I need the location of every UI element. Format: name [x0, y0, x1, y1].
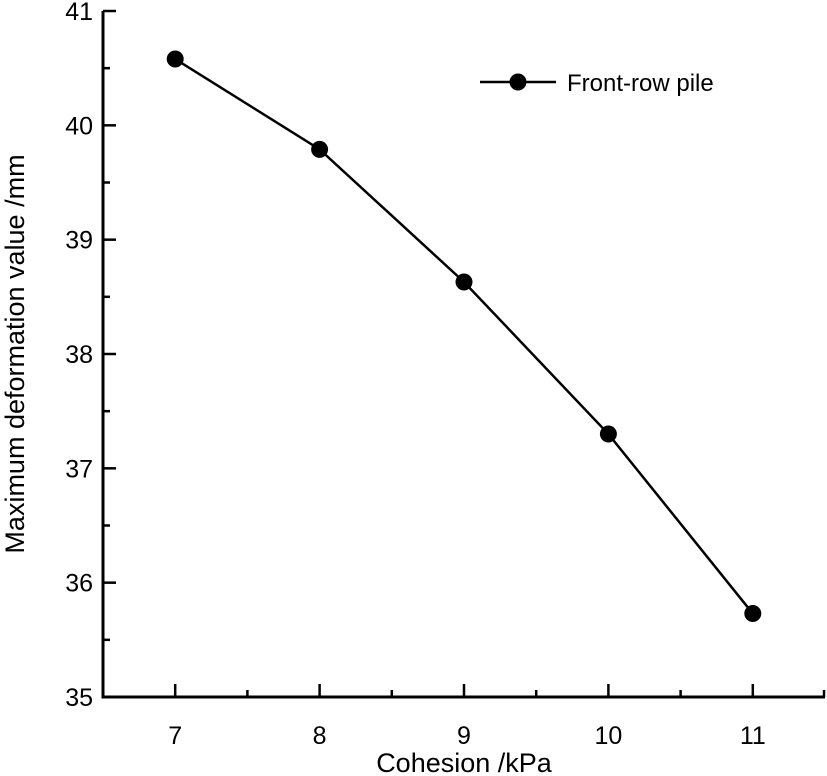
legend: Front-row pile: [480, 70, 714, 97]
legend-marker-icon: [509, 73, 527, 91]
x-tick-label: 10: [594, 722, 622, 750]
y-tick-label: 37: [65, 455, 93, 483]
axes: [101, 9, 826, 699]
x-axis-title: Cohesion /kPa: [376, 748, 553, 776]
y-tick-labels: 35 36 37 38 39 40 41: [65, 0, 93, 712]
data-point-marker: [166, 50, 184, 68]
y-tick-label: 38: [65, 341, 93, 369]
x-tick-label: 9: [457, 722, 471, 750]
data-point-marker: [311, 140, 329, 158]
x-tick-labels: 7 8 9 10 11: [168, 722, 766, 750]
x-tick-label: 7: [168, 722, 182, 750]
x-tick-label: 11: [740, 722, 766, 750]
data-point-marker: [599, 425, 617, 443]
legend-label: Front-row pile: [567, 70, 714, 97]
y-tick-label: 35: [65, 684, 93, 712]
y-tick-label: 40: [65, 112, 93, 140]
y-tick-label: 39: [65, 227, 93, 255]
data-series: [166, 50, 762, 623]
y-tick-label: 41: [65, 0, 93, 26]
data-point-marker: [744, 605, 762, 623]
y-tick-label: 36: [65, 570, 93, 598]
x-tick-label: 8: [313, 722, 327, 750]
y-axis-title: Maximum deformation value /mm: [0, 154, 30, 553]
series-line: [174, 57, 754, 615]
data-point-marker: [455, 273, 473, 291]
